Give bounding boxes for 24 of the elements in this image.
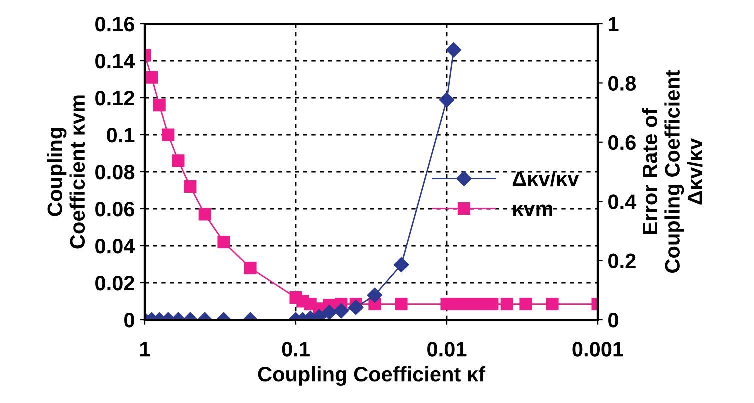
x-axis-title: Coupling Coefficient κf: [258, 366, 486, 386]
y-tick-label: 0.08: [96, 165, 135, 180]
x-tick-label: 0.1: [282, 342, 310, 357]
y2-tick-label: 0.6: [608, 135, 636, 150]
y2-axis-title: Error Rate of Coupling Coefficient Δκv/κv: [642, 70, 703, 273]
legend-label: Δκv/κv: [512, 171, 580, 187]
y-tick-label: 0: [124, 313, 134, 328]
legend-label: κvm: [514, 204, 553, 216]
y-tick-label: 0.06: [96, 202, 135, 217]
y-tick-label: 0.12: [96, 91, 134, 106]
x-tick-label: 0.01: [428, 342, 467, 357]
y-tick-label: 0.02: [96, 276, 134, 291]
y2-tick-label: 0.2: [608, 254, 636, 269]
y-tick-label: 0.1: [107, 128, 135, 143]
y2-tick-label: 0.4: [608, 194, 637, 210]
y2-tick-label: 0.8: [608, 76, 636, 91]
y2-tick-label: 0: [608, 313, 618, 328]
y2-tick-label: 1: [609, 17, 619, 32]
y-tick-label: 0.04: [96, 239, 136, 254]
y-tick-label: 0.14: [96, 54, 136, 69]
x-tick-label: 0.001: [572, 342, 624, 357]
x-tick-label: 1: [140, 342, 150, 357]
y-axis-title: Coupling Coefficient κvm: [47, 96, 86, 249]
y-tick-label: 0.16: [96, 17, 135, 32]
